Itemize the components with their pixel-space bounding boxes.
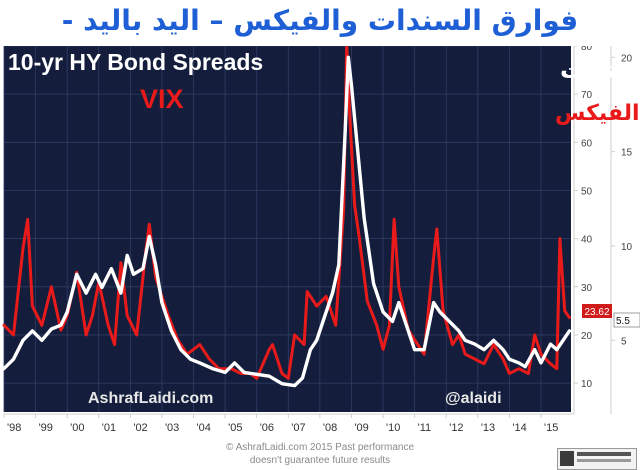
legend-vix-ar-label: الفيكس	[555, 101, 640, 126]
legend-vix-label: VIX	[140, 84, 184, 114]
x-tick-label: '08	[323, 422, 337, 434]
chart-title: 10-yr HY Bond Spreads	[8, 49, 263, 75]
watermark-right: @alaidi	[445, 390, 502, 407]
y-left-tick-label: 50	[581, 186, 593, 197]
vix-line	[2, 46, 571, 380]
y-left-tick-label: 40	[581, 235, 593, 246]
x-tick-label: '02	[133, 422, 147, 434]
x-tick-label: '07	[291, 422, 305, 434]
x-tick-label: '99	[39, 422, 53, 434]
page-title: فوارق السندات والفيكس – اليد باليد -	[61, 4, 579, 37]
y-right-tick-label: 5	[621, 336, 627, 347]
x-tick-label: '09	[354, 422, 368, 434]
legend-spreads-ar-label: فوارق السندات	[560, 56, 640, 84]
x-tick-label: '05	[228, 422, 242, 434]
x-tick-label: '13	[481, 422, 495, 434]
y-left-tick-label: 80	[581, 46, 593, 53]
y-right-tick-label: 15	[621, 148, 633, 159]
x-tick-label: '98	[7, 422, 21, 434]
x-tick-label: '15	[544, 422, 558, 434]
x-tick-label: '01	[102, 422, 116, 434]
y-left-tick-label: 20	[581, 331, 593, 342]
x-tick-label: '11	[418, 422, 432, 434]
watermark-left: AshrafLaidi.com	[88, 390, 213, 407]
x-tick-label: '06	[260, 422, 274, 434]
y-left-tick-label: 70	[581, 90, 593, 101]
last-value-vix: 23.62	[582, 304, 612, 318]
footer-line-1: © AshrafLaidi.com 2015 Past performance	[225, 442, 415, 453]
x-tick-label: '04	[197, 422, 211, 434]
svg-text:5.5: 5.5	[616, 316, 630, 327]
series-layer	[2, 46, 572, 388]
spreads-line	[2, 55, 572, 388]
x-tick-label: '14	[512, 422, 526, 434]
x-tick-label: '12	[449, 422, 463, 434]
y-left-tick-label: 30	[581, 283, 593, 294]
y-left-tick-label: 10	[581, 379, 593, 390]
axes: 10 20 30 40 50 60 70 80 5 10 15 20 '98 '99 '00 '01 '02 '0…	[3, 46, 633, 434]
last-value-spreads: 5.5	[613, 312, 640, 328]
y-right-tick-label: 20	[621, 53, 633, 64]
y-left-tick-label: 60	[581, 138, 593, 149]
author-avatar	[560, 451, 574, 466]
author-badge	[557, 448, 637, 470]
x-tick-label: '10	[386, 422, 400, 434]
x-tick-label: '03	[165, 422, 179, 434]
chart: 10 20 30 40 50 60 70 80 5 10 15 20 '98 '99 '00 '01 '02 '0…	[2, 46, 640, 434]
svg-text:23.62: 23.62	[584, 307, 609, 318]
footer-line-2: doesn't guarantee future results	[249, 455, 391, 466]
x-tick-label: '00	[70, 422, 84, 434]
y-right-tick-label: 10	[621, 242, 633, 253]
